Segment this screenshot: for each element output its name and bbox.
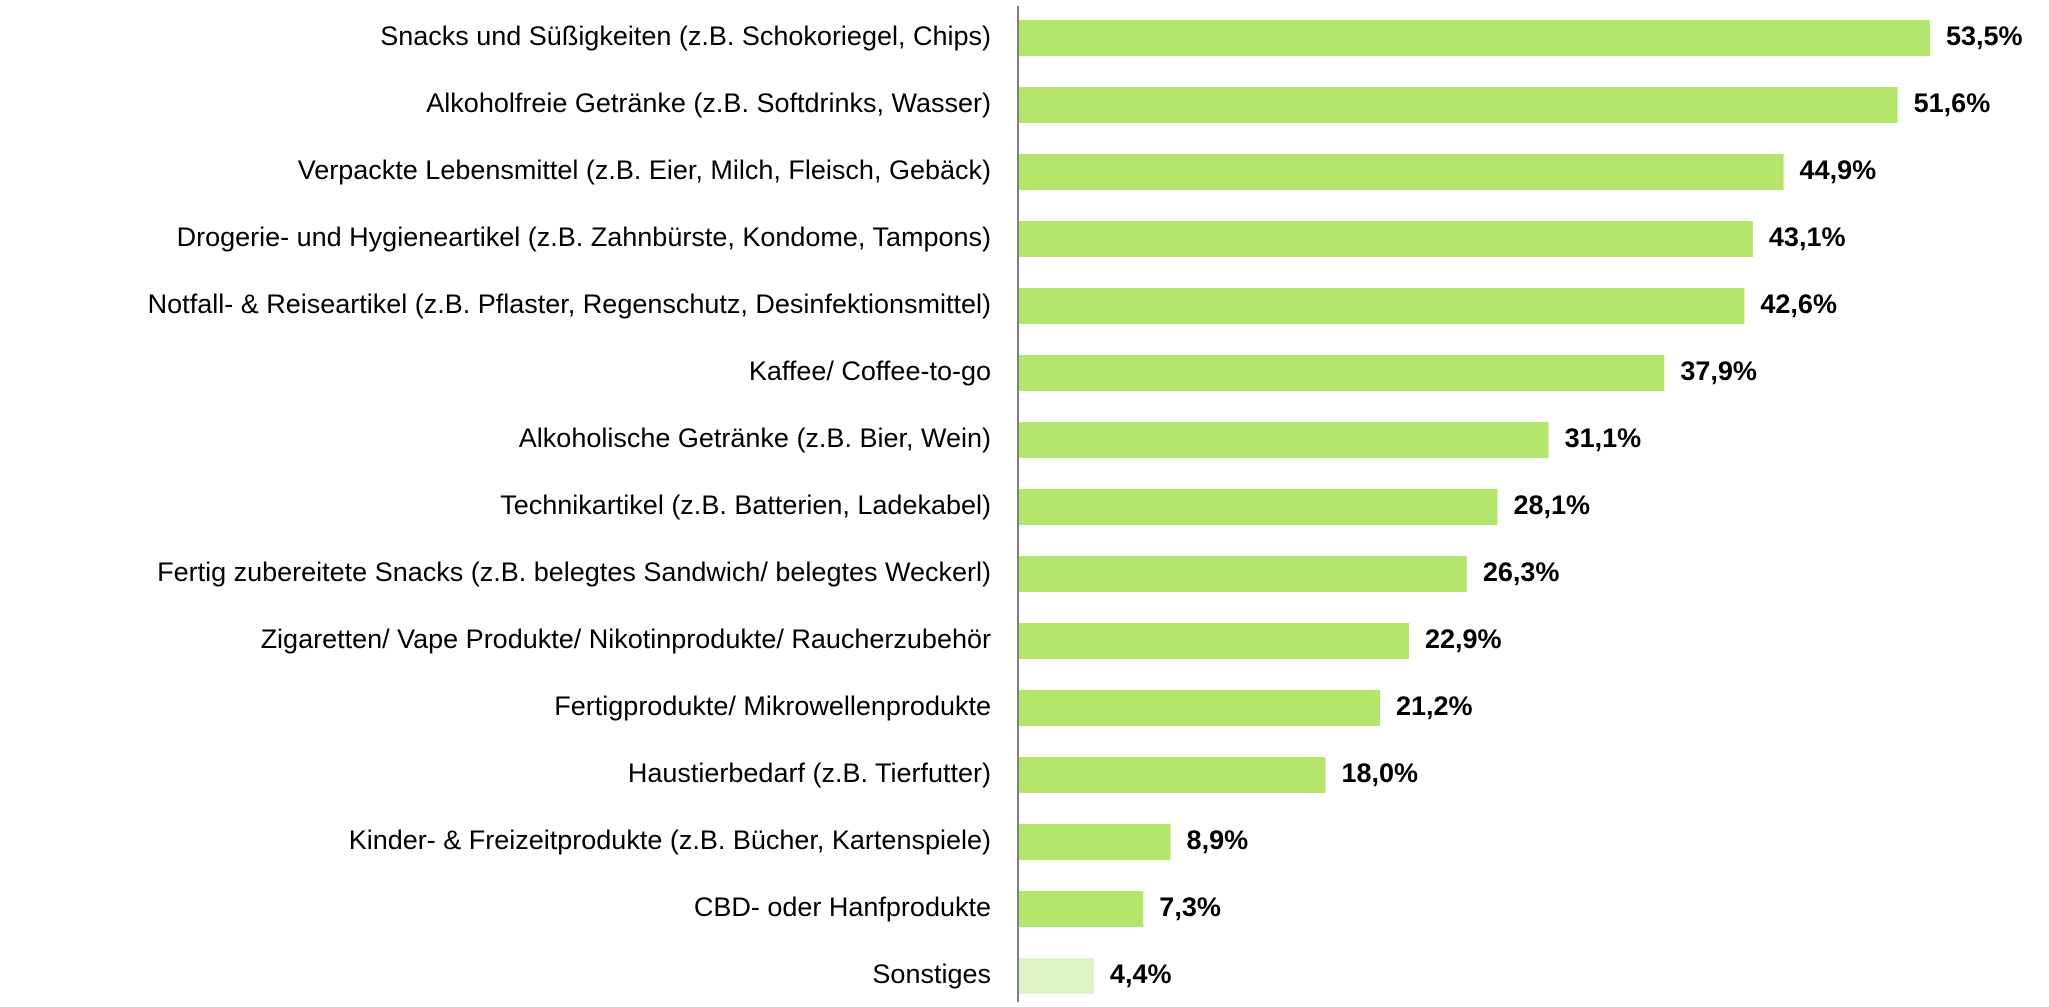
value-label: 42,6% [1760, 289, 1837, 319]
value-label: 21,2% [1396, 691, 1473, 721]
value-label: 43,1% [1769, 222, 1846, 252]
bar [1019, 87, 1898, 123]
bar [1019, 958, 1094, 994]
bar [1019, 20, 1930, 56]
value-label: 28,1% [1513, 490, 1590, 520]
category-label: Snacks und Süßigkeiten (z.B. Schokoriege… [380, 21, 991, 51]
category-label: CBD- oder Hanfprodukte [694, 892, 991, 922]
category-label: Kinder- & Freizeitprodukte (z.B. Bücher,… [349, 825, 991, 855]
bar [1019, 489, 1498, 525]
bar [1019, 891, 1144, 927]
category-label: Fertigprodukte/ Mikrowellenprodukte [554, 691, 991, 721]
bar [1019, 422, 1549, 458]
value-label: 44,9% [1800, 155, 1877, 185]
category-label: Notfall- & Reiseartikel (z.B. Pflaster, … [148, 289, 991, 319]
bar [1019, 556, 1467, 592]
value-label: 4,4% [1110, 959, 1172, 989]
bar [1019, 757, 1326, 793]
bar [1019, 355, 1665, 391]
value-label: 26,3% [1483, 557, 1560, 587]
category-label: Alkoholfreie Getränke (z.B. Softdrinks, … [426, 88, 991, 118]
category-label: Technikartikel (z.B. Batterien, Ladekabe… [500, 490, 991, 520]
value-label: 18,0% [1342, 758, 1419, 788]
category-label: Alkoholische Getränke (z.B. Bier, Wein) [519, 423, 991, 453]
category-label: Sonstiges [872, 959, 991, 989]
category-label: Drogerie- und Hygieneartikel (z.B. Zahnb… [177, 222, 991, 252]
value-label: 51,6% [1914, 88, 1991, 118]
value-label: 7,3% [1159, 892, 1221, 922]
value-label: 8,9% [1187, 825, 1249, 855]
category-label: Kaffee/ Coffee-to-go [749, 356, 991, 386]
bar [1019, 154, 1784, 190]
value-label: 31,1% [1565, 423, 1642, 453]
category-label: Zigaretten/ Vape Produkte/ Nikotinproduk… [261, 624, 991, 654]
bar [1019, 824, 1171, 860]
value-label: 53,5% [1946, 21, 2023, 51]
category-label: Fertig zubereitete Snacks (z.B. belegtes… [157, 557, 991, 587]
category-label: Haustierbedarf (z.B. Tierfutter) [628, 758, 991, 788]
bar [1019, 690, 1380, 726]
value-label: 37,9% [1680, 356, 1757, 386]
value-label: 22,9% [1425, 624, 1502, 654]
category-label: Verpackte Lebensmittel (z.B. Eier, Milch… [298, 155, 991, 185]
bar [1019, 623, 1409, 659]
bar [1019, 221, 1753, 257]
bar [1019, 288, 1745, 324]
